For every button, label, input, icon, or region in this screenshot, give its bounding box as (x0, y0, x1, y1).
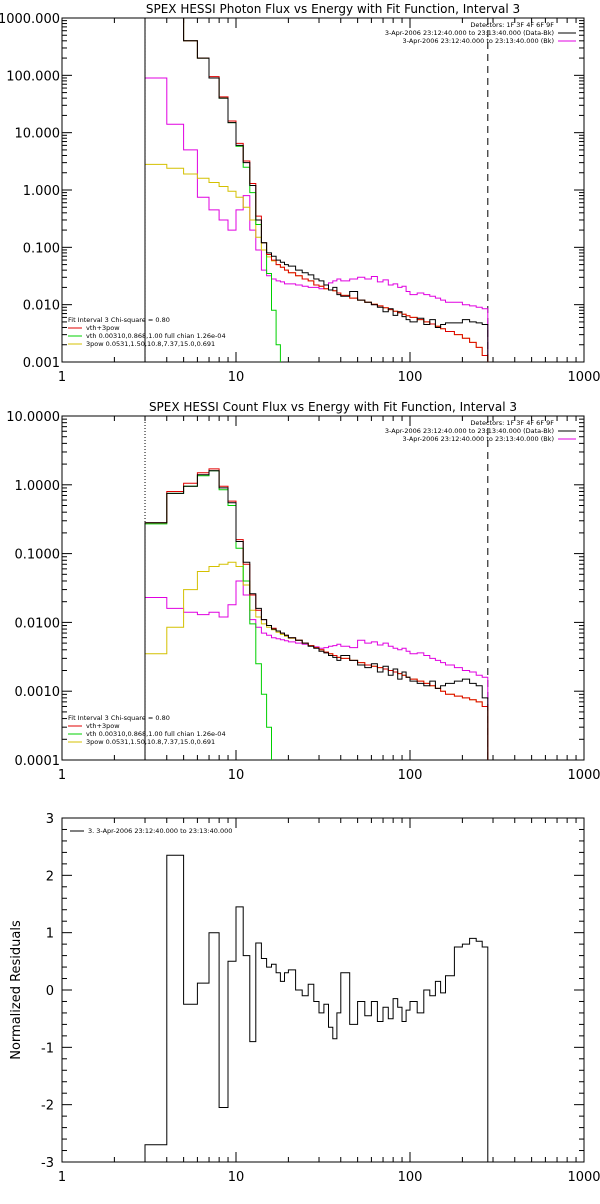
series-data-line (144, 854, 489, 1162)
x-tick-label: 10 (228, 370, 245, 385)
y-tick-label: 3 (46, 812, 54, 827)
y-tick-label: 2 (46, 869, 54, 884)
series-background-line (144, 77, 489, 362)
series-total-line (144, 468, 489, 760)
y-tick-label: 1 (46, 927, 54, 942)
plot-frame (61, 415, 585, 761)
legend-top-entry: Detectors: 1F 3F 4F 6F 9F (470, 21, 554, 29)
legend-bottom-entry: vth+3pow (86, 324, 120, 332)
legend-bottom-entry: vth+3pow (86, 722, 120, 730)
y-tick-label: 10.0000 (6, 410, 60, 425)
panel-2: SPEX HESSI Count Flux vs Energy with Fit… (6, 400, 600, 783)
y-tick-label: 1.000 (23, 184, 60, 199)
x-tick-label: 1000 (567, 370, 600, 385)
x-tick-label: 10 (228, 1170, 245, 1185)
x-tick-label: 1 (58, 1170, 66, 1185)
x-tick-label: 1000 (567, 1170, 600, 1185)
legend-bottom-entry: 3pow 0.0531,1.50,10.8,7.37,15.0,0.691 (86, 738, 215, 746)
legend-bottom-entry: vth 0.00310,0.868,1.00 full chian 1.26e-… (86, 730, 226, 738)
y-tick-label: 0.1000 (15, 548, 61, 563)
legend-entry: 3. 3-Apr-2006 23:12:40.000 to 23:13:40.0… (88, 827, 232, 835)
y-tick-label: 0 (46, 984, 54, 999)
legend-bottom-entry: Fit Interval 3 Chi-square = 0.80 (68, 714, 170, 722)
legend-bottom-entry: vth 0.00310,0.868,1.00 full chian 1.26e-… (86, 332, 226, 340)
plot-frame (61, 17, 585, 363)
y-axis-label: Normalized Residuals (9, 920, 24, 1060)
legend-bottom-entry: 3pow 0.0531,1.50,10.8,7.37,15.0,0.691 (86, 340, 215, 348)
y-tick-label: -3 (41, 1156, 54, 1171)
y-tick-label: 0.100 (23, 241, 60, 256)
legend-bottom-entry: Fit Interval 3 Chi-square = 0.80 (68, 316, 170, 324)
y-tick-label: 100.000 (6, 69, 60, 84)
legend-top-entry: 3-Apr-2006 23:12:40.000 to 23:13:40.000 … (385, 29, 554, 37)
series-thermal-line (144, 18, 281, 362)
chart-title: SPEX HESSI Count Flux vs Energy with Fit… (149, 400, 517, 414)
chart-title: SPEX HESSI Photon Flux vs Energy with Fi… (146, 2, 520, 16)
legend-top-entry: 3-Apr-2006 23:12:40.000 to 23:13:40.000 … (385, 427, 554, 435)
y-tick-label: 0.0100 (15, 616, 61, 631)
series-group (144, 854, 489, 1162)
plot-frame (61, 817, 585, 1163)
legend-top-entry: 3-Apr-2006 23:12:40.000 to 23:13:40.000 … (403, 435, 554, 443)
x-tick-label: 1 (58, 370, 66, 385)
series-total-line (144, 18, 489, 362)
series-group (144, 18, 489, 362)
y-tick-label: 1.0000 (15, 479, 61, 494)
series-background-line (144, 580, 489, 760)
y-tick-label: 0.001 (23, 356, 60, 371)
series-data-line (144, 18, 489, 362)
x-tick-label: 100 (398, 768, 423, 783)
y-tick-label: 10.000 (15, 127, 61, 142)
y-tick-label: 0.0001 (15, 754, 61, 769)
x-tick-label: 100 (398, 1170, 423, 1185)
x-tick-label: 10 (228, 768, 245, 783)
y-tick-label: -2 (41, 1099, 54, 1114)
y-tick-label: 0.010 (23, 299, 60, 314)
series-data-line (144, 470, 489, 760)
series-group (144, 468, 489, 760)
panel-1: SPEX HESSI Photon Flux vs Energy with Fi… (0, 2, 600, 385)
y-tick-label: -1 (41, 1041, 54, 1056)
legend-top-entry: Detectors: 1F 3F 4F 6F 9F (470, 419, 554, 427)
legend-top-entry: 3-Apr-2006 23:12:40.000 to 23:13:40.000 … (403, 37, 554, 45)
y-tick-label: 0.0010 (15, 685, 61, 700)
y-tick-label: 1000.000 (0, 12, 60, 27)
x-tick-label: 100 (398, 370, 423, 385)
x-tick-label: 1 (58, 768, 66, 783)
x-tick-label: 1000 (567, 768, 600, 783)
